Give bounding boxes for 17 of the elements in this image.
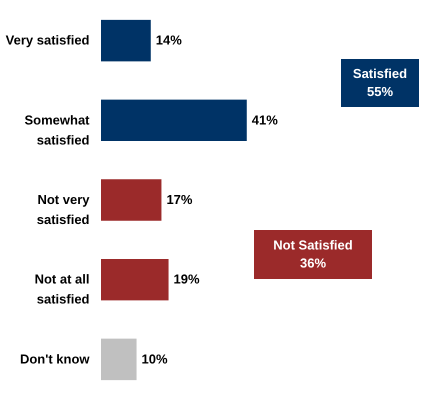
y-tick-label: Not at all satisfied [34,272,90,307]
text: Satisfied 55% [352,66,408,99]
bar [101,20,151,62]
y-tick-label: Not very satisfied [36,192,90,227]
bar [101,179,162,221]
data-label: 19% [174,272,200,287]
text: Not Satisfied 36% [273,238,353,270]
y-tick-label: Very satisfied [6,32,90,48]
y-tick-label: Somewhat satisfied [24,112,90,148]
data-label: 41% [252,112,278,128]
bar [101,100,247,142]
data-label: 10% [142,351,168,366]
data-label: 14% [156,32,182,48]
data-label: 17% [166,192,193,207]
y-tick-label: Don't know [20,351,90,366]
bar [101,258,169,300]
bar [101,338,137,380]
